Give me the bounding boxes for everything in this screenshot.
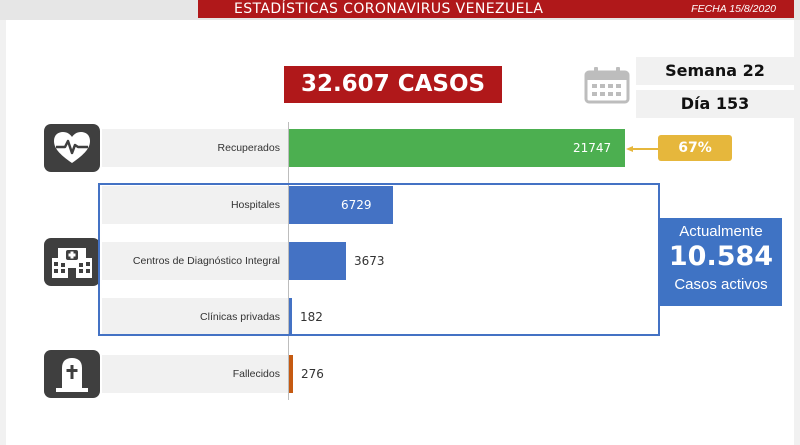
value-label-cdi: 3673 [354,254,385,268]
bar-clinicas [289,298,292,336]
bar-recuperados [289,129,625,167]
recovered-percent-badge: 67% [658,135,732,161]
report-date: FECHA 15/8/2020 [691,3,776,15]
active-cases-subcaption: Casos activos [674,276,768,293]
value-label-clinicas: 182 [300,310,323,324]
tombstone-icon [44,350,100,398]
active-cases-value: 10.584 [668,241,774,272]
active-cases-caption: Actualmente [679,223,763,240]
bar-hospitales [289,186,393,224]
value-label-recuperados: 21747 [573,141,612,155]
value-label-fallecidos: 276 [301,367,324,381]
calendar-icon [584,67,630,104]
day-indicator: Día 153 [636,90,794,118]
chart-axis-line [288,122,289,400]
heart-pulse-icon [44,124,100,172]
bar-cdi [289,242,346,280]
category-label-hospitales: Hospitales [102,186,288,224]
header-banner: ESTADÍSTICAS CORONAVIRUS VENEZUELA FECHA… [198,0,794,18]
bar-fallecidos [289,355,293,393]
page-title: ESTADÍSTICAS CORONAVIRUS VENEZUELA [234,1,544,17]
category-label-recuperados: Recuperados [102,129,288,167]
category-label-clinicas: Clínicas privadas [102,298,288,336]
category-label-cdi: Centros de Diagnóstico Integral [102,242,288,280]
total-cases-box: 32.607 CASOS [284,66,502,103]
hospital-icon [44,238,100,286]
active-cases-box: Actualmente 10.584 Casos activos [660,218,782,306]
arrow-left-icon [626,146,662,152]
value-label-hospitales: 6729 [341,198,372,212]
active-cases-group-frame [98,183,660,336]
week-indicator: Semana 22 [636,57,794,85]
category-label-fallecidos: Fallecidos [102,355,288,393]
